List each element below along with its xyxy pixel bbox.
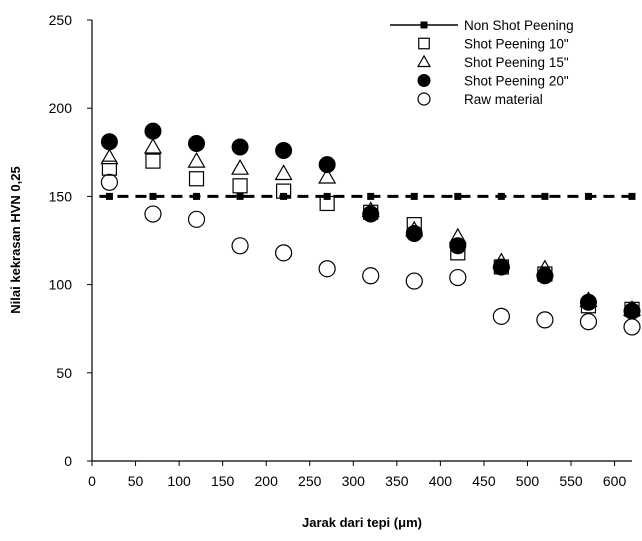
x-tick-label: 250 xyxy=(298,473,322,489)
x-ticks: 0 50 100 150 200 250 300 350 400 450 500 550 600 xyxy=(88,461,626,489)
x-tick-label: 150 xyxy=(211,473,235,489)
data-point-open-circle xyxy=(623,318,641,336)
x-tick-label: 200 xyxy=(255,473,279,489)
series-3 xyxy=(100,122,641,320)
data-point-filled-circle xyxy=(231,138,249,156)
legend-label: Shot Peening 10" xyxy=(464,37,569,52)
data-point-filled-circle xyxy=(275,142,293,160)
data-point-square xyxy=(232,178,248,194)
legend-label: Shot Peening 20" xyxy=(464,74,569,89)
legend-item: Non Shot Peening xyxy=(390,18,574,33)
data-point-filled-circle xyxy=(492,258,510,276)
data-point-open-circle xyxy=(231,237,249,255)
data-point-square xyxy=(145,153,161,169)
data-point-open-circle xyxy=(275,244,293,262)
data-point-filled-circle xyxy=(449,237,467,255)
data-point-square xyxy=(418,37,430,50)
x-tick-label: 50 xyxy=(128,473,144,489)
data-point-small-square xyxy=(149,192,157,200)
data-point-open-circle xyxy=(405,272,423,290)
data-point-filled-circle xyxy=(318,156,336,174)
data-point-open-circle xyxy=(579,313,598,331)
data-point-filled-circle xyxy=(536,267,554,285)
x-tick-label: 0 xyxy=(88,473,96,489)
data-point-small-square xyxy=(367,192,375,200)
legend-item: Shot Peening 10" xyxy=(418,37,569,52)
series-1 xyxy=(101,153,640,317)
y-tick-label: 200 xyxy=(49,100,73,116)
data-point-small-square xyxy=(280,192,288,200)
x-tick-label: 600 xyxy=(603,473,627,489)
data-point-small-square xyxy=(105,192,113,200)
data-point-small-square xyxy=(236,192,244,200)
data-point-small-square xyxy=(497,192,505,200)
series-0 xyxy=(99,192,636,200)
data-series xyxy=(99,122,642,336)
x-tick-label: 300 xyxy=(342,473,366,489)
data-point-open-circle xyxy=(492,307,510,325)
legend-label: Raw material xyxy=(464,92,543,107)
data-point-filled-circle xyxy=(100,133,118,151)
data-point-triangle xyxy=(274,164,293,181)
data-point-small-square xyxy=(454,192,462,200)
x-tick-label: 450 xyxy=(472,473,496,489)
series-4 xyxy=(100,173,641,336)
data-point-triangle xyxy=(187,151,206,168)
y-ticks: 0 50 100 150 200 250 xyxy=(49,12,92,469)
data-point-square xyxy=(101,160,118,176)
data-point-open-circle xyxy=(187,210,206,228)
data-point-filled-circle xyxy=(417,74,431,87)
data-point-triangle xyxy=(231,158,250,175)
data-point-triangle xyxy=(416,54,432,68)
data-point-open-circle xyxy=(449,268,467,287)
data-point-open-circle xyxy=(144,205,162,223)
data-point-filled-circle xyxy=(144,122,162,140)
data-point-small-square xyxy=(193,192,201,200)
data-point-square xyxy=(276,183,292,199)
data-point-filled-circle xyxy=(405,224,423,242)
x-tick-label: 550 xyxy=(559,473,583,489)
x-tick-label: 350 xyxy=(385,473,409,489)
x-axis-title: Jarak dari tepi (μm) xyxy=(302,515,422,530)
data-point-triangle xyxy=(100,148,119,165)
series-2 xyxy=(100,137,642,316)
y-tick-label: 250 xyxy=(49,12,73,28)
legend-item: Shot Peening 20" xyxy=(417,74,569,89)
legend-item: Raw material xyxy=(417,92,543,107)
data-point-filled-circle xyxy=(579,293,597,311)
data-point-triangle xyxy=(318,167,337,184)
data-point-open-circle xyxy=(100,173,119,191)
x-tick-label: 100 xyxy=(167,473,191,489)
legend: Non Shot Peening Shot Peening 10" Shot Pee… xyxy=(390,18,574,107)
data-point-small-square xyxy=(584,192,592,200)
data-point-small-square xyxy=(410,192,418,200)
x-tick-label: 500 xyxy=(516,473,540,489)
data-point-square xyxy=(319,195,335,212)
data-point-triangle xyxy=(143,137,163,154)
y-tick-label: 150 xyxy=(49,188,73,204)
x-tick-label: 400 xyxy=(429,473,453,489)
y-tick-label: 100 xyxy=(49,277,73,293)
y-tick-label: 0 xyxy=(64,453,72,469)
data-point-filled-circle xyxy=(362,205,380,223)
data-point-filled-circle xyxy=(188,134,206,152)
data-point-open-circle xyxy=(536,311,554,329)
y-tick-label: 50 xyxy=(56,365,72,381)
data-point-small-square xyxy=(541,192,549,200)
axes xyxy=(91,20,632,462)
y-axis-title: Nilai kekrasan HVN 0,25 xyxy=(8,166,23,313)
legend-label: Shot Peening 15" xyxy=(464,55,569,70)
data-point-small-square xyxy=(628,192,636,200)
data-point-filled-circle xyxy=(623,302,641,320)
legend-item: Shot Peening 15" xyxy=(416,54,569,70)
data-point-open-circle xyxy=(362,267,380,285)
data-point-open-circle xyxy=(417,92,431,106)
data-point-small-square xyxy=(420,21,428,29)
data-point-square xyxy=(188,171,205,187)
data-point-open-circle xyxy=(318,260,336,278)
legend-label: Non Shot Peening xyxy=(464,18,574,33)
